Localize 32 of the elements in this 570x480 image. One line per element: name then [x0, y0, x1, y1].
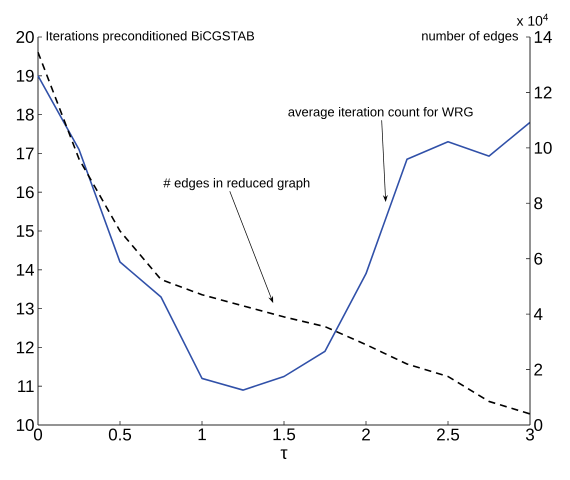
y-tick-label: 17 — [16, 148, 34, 160]
y-tick-label: 18 — [16, 108, 34, 121]
x-tick-label: 3 — [526, 428, 534, 441]
x-tick-label: 1.5 — [274, 428, 296, 440]
y-axis-title: Iterations preconditioned BiCGSTAB — [46, 30, 254, 44]
y2-tick-label: 12 — [534, 86, 552, 98]
y-tick-label: 11 — [18, 380, 34, 392]
x-tick-label: 2 — [362, 428, 370, 440]
y-tick-label: 12 — [16, 341, 34, 354]
y-tick-label: 13 — [16, 302, 34, 315]
x-tick-label: 0.5 — [108, 428, 132, 441]
y2-tick-label: 6 — [534, 252, 542, 265]
y2-tick-label: 10 — [534, 142, 552, 154]
y2-tick-label: 14 — [534, 31, 552, 43]
y-tick-label: 19 — [16, 70, 34, 82]
x-tick-label: 2.5 — [437, 428, 460, 441]
y-tick-label: 20 — [16, 31, 34, 43]
y-tick-label: 15 — [16, 225, 34, 237]
y-tick-label: 16 — [16, 186, 34, 198]
x-axis-title: τ — [280, 449, 288, 459]
text: x 10$^{4}$ — [516, 14, 548, 26]
y2-tick-label: 8 — [534, 197, 542, 210]
y2-tick-label: 0 — [534, 419, 542, 431]
annotation: average iteration count for WRG — [288, 106, 473, 120]
annotation: # edges in reduced graph — [163, 178, 310, 190]
x-tick-label: 1 — [198, 428, 206, 440]
y2-tick-label: 2 — [534, 364, 542, 376]
y-tick-label: 14 — [16, 264, 34, 276]
y2-tick-label: 4 — [534, 308, 542, 320]
y2-axis-title: number of edges — [422, 30, 518, 44]
x-tick-label: 0 — [34, 428, 42, 441]
y-tick-label: 10 — [16, 419, 34, 431]
